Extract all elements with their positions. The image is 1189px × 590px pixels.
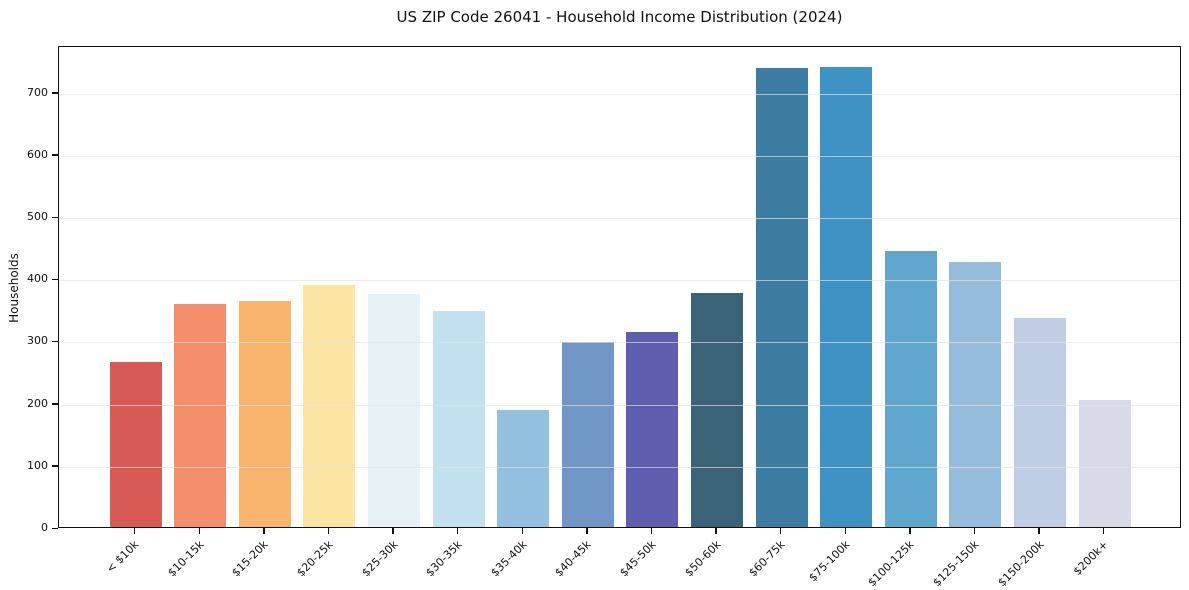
x-tick-mark bbox=[134, 528, 136, 534]
x-tick-mark bbox=[521, 528, 523, 534]
gridline-600 bbox=[59, 155, 1180, 157]
y-axis-label: Households bbox=[7, 253, 21, 323]
x-tick-label: $50-60k bbox=[681, 538, 724, 580]
y-tick-label: 300 bbox=[27, 334, 48, 348]
x-tick-mark bbox=[715, 528, 717, 534]
y-tick-mark bbox=[52, 278, 58, 281]
y-tick-label: 700 bbox=[27, 85, 48, 99]
x-tick-label: $35-40k bbox=[488, 538, 530, 580]
x-tick-mark bbox=[909, 528, 911, 534]
bar-$75-100k bbox=[820, 66, 873, 527]
y-tick-label: 500 bbox=[27, 210, 48, 224]
x-tick-label: $60-75k bbox=[746, 538, 788, 580]
x-tick-mark bbox=[1103, 528, 1105, 534]
x-tick-mark bbox=[198, 528, 200, 534]
x-tick-label: $10-15k bbox=[165, 538, 207, 580]
x-tick-mark bbox=[973, 528, 976, 534]
x-tick-label: < $10k bbox=[104, 538, 142, 576]
y-tick-label: 400 bbox=[27, 272, 48, 286]
y-tick-mark bbox=[52, 216, 58, 218]
y-tick-label: 200 bbox=[27, 396, 48, 410]
x-tick-mark bbox=[844, 528, 846, 534]
bar-$100-125k bbox=[884, 250, 937, 527]
x-tick-mark bbox=[392, 528, 394, 534]
gridline-400 bbox=[59, 280, 1180, 282]
bar-$150-200k bbox=[1013, 318, 1066, 527]
gridline-500 bbox=[59, 218, 1180, 220]
gridline-300 bbox=[59, 342, 1180, 344]
x-tick-label: $40-45k bbox=[552, 538, 594, 580]
x-tick-mark bbox=[457, 528, 459, 534]
bar-$60-75k bbox=[755, 68, 808, 527]
x-tick-label: $150-200k bbox=[994, 538, 1047, 590]
bar-$125-150k bbox=[949, 262, 1002, 527]
y-tick-mark bbox=[52, 465, 58, 467]
bar-$40-45k bbox=[561, 341, 614, 527]
y-tick-label: 100 bbox=[27, 458, 48, 472]
bar-$45-50k bbox=[626, 331, 679, 527]
x-tick-mark bbox=[780, 528, 782, 534]
x-tick-label: $20-25k bbox=[294, 538, 336, 580]
x-tick-mark bbox=[586, 528, 588, 534]
bar-$35-40k bbox=[497, 410, 550, 527]
plot-area bbox=[58, 46, 1181, 528]
x-tick-label: $200k+ bbox=[1070, 538, 1111, 579]
bar-$50-60k bbox=[690, 293, 743, 527]
gridline-700 bbox=[59, 93, 1180, 95]
y-tick-mark bbox=[52, 527, 58, 529]
x-tick-label: $45-50k bbox=[617, 538, 659, 580]
gridline-200 bbox=[59, 404, 1180, 406]
x-tick-label: $125-150k bbox=[930, 538, 982, 590]
y-tick-label: 600 bbox=[27, 147, 48, 161]
x-tick-label: $100-125k bbox=[865, 538, 917, 590]
y-tick-label: 0 bbox=[41, 521, 48, 534]
bar-$25-30k bbox=[367, 293, 420, 527]
bar-$15-20k bbox=[238, 301, 291, 527]
x-tick-mark bbox=[650, 528, 653, 534]
bar-$10-15k bbox=[174, 304, 227, 527]
y-tick-mark bbox=[52, 403, 58, 405]
x-tick-label: $75-100k bbox=[806, 538, 853, 585]
x-tick-mark bbox=[1038, 528, 1040, 534]
bar-< $10k bbox=[109, 362, 162, 527]
y-tick-mark bbox=[52, 340, 58, 343]
chart-title: US ZIP Code 26041 - Household Income Dis… bbox=[396, 8, 843, 26]
gridline-100 bbox=[59, 466, 1180, 468]
x-tick-mark bbox=[263, 528, 265, 534]
x-tick-label: $30-35k bbox=[423, 538, 465, 580]
y-tick-mark bbox=[52, 154, 58, 156]
bar-$30-35k bbox=[432, 311, 485, 527]
y-tick-mark bbox=[52, 92, 58, 94]
bar-$20-25k bbox=[303, 285, 356, 527]
x-tick-label: $25-30k bbox=[358, 538, 401, 580]
x-tick-label: $15-20k bbox=[229, 538, 271, 580]
x-tick-mark bbox=[327, 528, 330, 534]
bar-$200k+ bbox=[1078, 400, 1131, 527]
